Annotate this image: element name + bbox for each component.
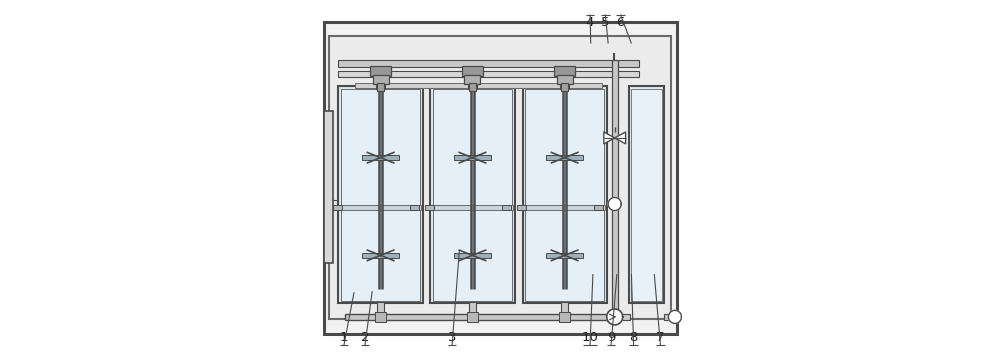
Bar xyxy=(594,205,603,210)
Bar xyxy=(559,313,570,315)
Bar xyxy=(375,312,386,322)
Bar xyxy=(425,205,434,210)
Bar xyxy=(410,205,419,210)
Bar xyxy=(523,86,607,303)
Polygon shape xyxy=(615,132,626,144)
Bar xyxy=(618,314,630,320)
Bar xyxy=(338,60,614,67)
Text: 6: 6 xyxy=(616,16,625,29)
Bar xyxy=(613,60,639,67)
Bar xyxy=(546,155,583,160)
Bar xyxy=(557,75,573,84)
Polygon shape xyxy=(604,132,615,144)
Bar xyxy=(370,66,391,76)
Bar xyxy=(362,253,399,258)
Bar xyxy=(467,313,478,315)
Bar xyxy=(362,155,399,160)
Bar xyxy=(430,86,515,303)
Text: 5: 5 xyxy=(601,16,610,29)
Bar xyxy=(464,75,480,84)
Bar xyxy=(338,86,423,303)
Bar xyxy=(338,71,614,77)
Bar xyxy=(561,302,568,315)
Bar xyxy=(613,71,639,77)
Bar xyxy=(345,314,613,320)
Bar xyxy=(341,89,420,301)
Bar xyxy=(377,302,384,315)
Bar xyxy=(376,79,385,89)
Bar xyxy=(469,302,476,315)
Bar xyxy=(546,253,583,258)
Bar xyxy=(324,22,677,334)
Polygon shape xyxy=(668,310,682,323)
Bar xyxy=(329,36,671,319)
Text: 9: 9 xyxy=(607,331,615,344)
Bar xyxy=(333,205,342,210)
Polygon shape xyxy=(608,197,621,211)
Text: 2: 2 xyxy=(361,331,369,344)
Bar xyxy=(524,205,605,210)
Bar xyxy=(561,83,568,91)
Bar xyxy=(467,312,478,322)
Bar xyxy=(377,83,384,91)
Bar xyxy=(432,205,513,210)
Text: 1: 1 xyxy=(340,331,348,344)
Bar xyxy=(373,75,389,84)
Polygon shape xyxy=(607,309,623,325)
Bar xyxy=(324,111,333,263)
Bar xyxy=(340,205,421,210)
Bar xyxy=(454,155,491,160)
Bar xyxy=(612,60,618,320)
Bar xyxy=(525,89,604,301)
Bar xyxy=(375,313,386,315)
Text: 8: 8 xyxy=(629,331,638,344)
Bar xyxy=(517,205,526,210)
Bar xyxy=(462,66,483,76)
Bar xyxy=(469,83,476,91)
Bar xyxy=(355,83,602,88)
Bar xyxy=(559,312,570,322)
Bar xyxy=(454,253,491,258)
Bar xyxy=(433,89,512,301)
Bar xyxy=(502,205,511,210)
Bar xyxy=(629,86,664,303)
Text: 10: 10 xyxy=(582,331,598,344)
Bar xyxy=(560,79,569,89)
Bar xyxy=(664,314,671,320)
Text: 7: 7 xyxy=(656,331,665,344)
Text: 4: 4 xyxy=(586,16,594,29)
Text: 3: 3 xyxy=(448,331,456,344)
Bar xyxy=(468,79,477,89)
Bar xyxy=(554,66,575,76)
Bar xyxy=(631,89,662,301)
